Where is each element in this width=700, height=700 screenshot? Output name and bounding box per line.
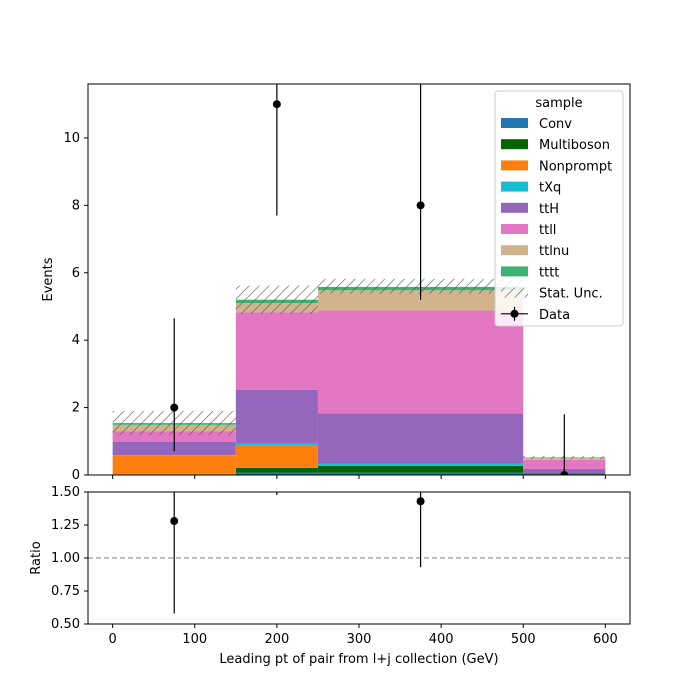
legend-label: Multiboson xyxy=(539,138,610,153)
stat-unc-band-bin-1 xyxy=(235,285,318,314)
legend-swatch-stat-unc xyxy=(501,287,528,298)
bar-conv-bin-1 xyxy=(235,472,318,475)
data-point xyxy=(416,201,425,210)
x-tick-label: 0 xyxy=(108,632,116,647)
ratio-point xyxy=(416,497,425,506)
x-tick-label: 400 xyxy=(429,632,454,647)
ratio-y-tick-label: 1.50 xyxy=(51,485,80,500)
legend-label: tttt xyxy=(539,265,559,280)
legend-label: Data xyxy=(539,308,570,323)
bar-txq-bin-1 xyxy=(235,442,318,446)
legend-label: Stat. Unc. xyxy=(539,287,603,302)
bar-conv-bin-2 xyxy=(317,472,524,475)
ratio-y-tick-label: 0.50 xyxy=(51,617,80,632)
bar-txq-bin-0 xyxy=(112,455,236,456)
legend-swatch-multiboson xyxy=(501,139,528,150)
y-tick-label: 8 xyxy=(72,198,80,213)
bar-nonprompt-bin-1 xyxy=(235,445,318,468)
ratio-y-tick-label: 0.75 xyxy=(51,584,80,599)
legend-label: ttlnu xyxy=(539,244,569,259)
ratio-y-tick-label: 1.00 xyxy=(51,551,80,566)
x-tick-label: 300 xyxy=(347,632,372,647)
bar-nonprompt-bin-0 xyxy=(112,455,236,475)
data-point xyxy=(170,403,179,412)
legend-swatch-tttt xyxy=(501,266,528,277)
x-tick-label: 200 xyxy=(264,632,289,647)
y-tick-label: 2 xyxy=(72,401,80,416)
legend-swatch-tth xyxy=(501,202,528,213)
y-axis-label: Events xyxy=(41,257,56,301)
bar-ttll-bin-2 xyxy=(317,310,524,414)
ratio-plot-panel: 0.50 0.75 1.00 1.25 1.50 0 100 200 300 400 500 600 R… xyxy=(29,485,631,667)
bar-multiboson-bin-2 xyxy=(317,465,524,473)
ratio-y-axis-label: Ratio xyxy=(29,541,44,574)
bar-tth-bin-2 xyxy=(317,413,524,464)
data-point xyxy=(272,100,281,109)
ratio-plot-area xyxy=(88,492,630,614)
legend-label: ttll xyxy=(539,223,556,238)
data-point xyxy=(560,471,569,475)
legend-label: Nonprompt xyxy=(539,159,612,174)
legend-swatch-txq xyxy=(501,181,528,192)
bar-ttll-bin-1 xyxy=(235,312,318,390)
y-tick-label: 4 xyxy=(72,333,80,348)
legend-swatch-ttlnu xyxy=(501,245,528,256)
main-plot-area xyxy=(112,84,606,475)
legend-swatch-nonprompt xyxy=(501,160,528,171)
legend-label: Conv xyxy=(539,117,572,132)
bar-txq-bin-2 xyxy=(317,463,524,466)
legend-label: tXq xyxy=(539,181,561,196)
ratio-y-tick-label: 1.25 xyxy=(51,518,80,533)
bar-tth-bin-1 xyxy=(235,389,318,443)
y-tick-label: 10 xyxy=(63,131,80,146)
legend-data-marker xyxy=(510,309,519,318)
legend: sample Conv Multiboson Nonprompt tXq ttH ttll t… xyxy=(494,90,624,327)
ratio-point xyxy=(170,517,179,526)
x-tick-label: 100 xyxy=(182,632,207,647)
x-tick-label: 500 xyxy=(511,632,536,647)
y-tick-label: 6 xyxy=(72,266,80,281)
y-tick-label: 0 xyxy=(72,468,80,483)
x-axis-label: Leading pt of pair from l+j collection (… xyxy=(219,652,498,667)
main-plot-panel: 0 2 4 6 8 10 Events xyxy=(41,83,631,483)
legend-swatch-ttll xyxy=(501,224,528,234)
bar-multiboson-bin-1 xyxy=(235,467,318,473)
bar-ttlnu-bin-2 xyxy=(317,290,524,311)
legend-label: ttH xyxy=(539,202,559,217)
legend-title: sample xyxy=(535,96,582,111)
legend-swatch-conv xyxy=(501,118,528,128)
x-tick-label: 600 xyxy=(593,632,618,647)
